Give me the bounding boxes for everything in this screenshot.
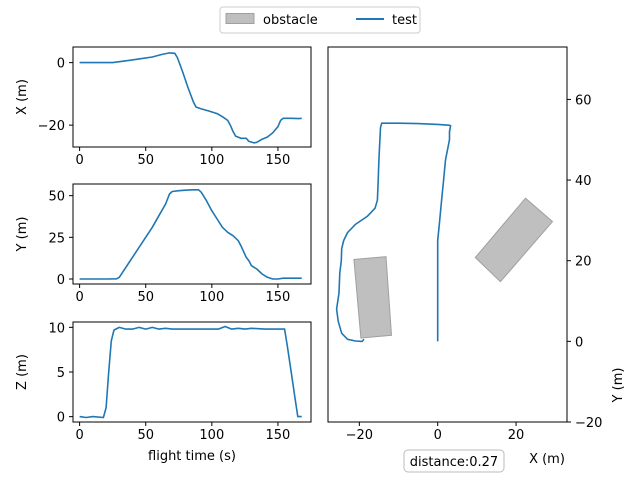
distance-annotation: distance:0.27 — [403, 449, 505, 473]
y-tick-label: 0 — [57, 273, 65, 288]
y-axis-label: X (m) — [15, 79, 30, 115]
legend-obstacle-swatch — [225, 13, 255, 24]
y-tick-label: 0 — [57, 411, 65, 426]
panel-z-vs-time: 0 50 100 150 0 5 10 Z (m) flight time (s) — [15, 321, 312, 464]
legend-obstacle-label: obstacle — [263, 13, 318, 28]
x-tick-label: 20 — [508, 428, 525, 443]
series-line-test — [79, 189, 302, 280]
x-tick-label: 0 — [75, 290, 83, 305]
y-tick-label: 20 — [575, 255, 592, 270]
y-tick-label: 0 — [575, 335, 583, 350]
distance-box — [403, 449, 505, 473]
axes-frame — [327, 46, 568, 423]
x-tick-label: 50 — [137, 153, 154, 168]
obstacle-1 — [353, 256, 393, 339]
series-line-test — [79, 325, 302, 419]
y-tick-label: 10 — [48, 321, 65, 336]
y-tick-label: 5 — [57, 366, 65, 381]
x-tick-label: 0 — [434, 428, 442, 443]
x-tick-label: 0 — [75, 153, 83, 168]
x-tick-label: 100 — [199, 428, 224, 443]
x-axis-label: flight time (s) — [148, 449, 236, 464]
distance-text: distance:0.27 — [410, 455, 498, 470]
x-tick-label: 100 — [199, 153, 224, 168]
legend-test-label: test — [392, 13, 417, 28]
panel-x-vs-time: 0 50 100 150 0 −20 X (m) — [15, 46, 312, 168]
y-axis-label: Y (m) — [15, 217, 30, 253]
y-tick-label: 40 — [575, 174, 592, 189]
y-axis-label: Y (m) — [611, 368, 626, 404]
y-tick-label: 0 — [57, 57, 65, 72]
axes-frame — [72, 46, 312, 148]
axes-frame — [72, 183, 312, 285]
series-line-test — [335, 122, 452, 343]
y-tick-label: 25 — [48, 231, 65, 246]
x-tick-label: −20 — [346, 428, 373, 443]
panel-y-vs-time: 0 50 100 150 0 25 50 Y (m) — [15, 183, 312, 305]
y-tick-label: −20 — [575, 416, 602, 431]
y-tick-label: 60 — [575, 93, 592, 108]
x-tick-label: 150 — [266, 153, 291, 168]
y-tick-label: 50 — [48, 190, 65, 205]
x-axis-label: X (m) — [529, 452, 565, 467]
x-tick-label: 150 — [266, 428, 291, 443]
y-axis-label: Z (m) — [15, 354, 30, 390]
x-tick-label: 50 — [137, 428, 154, 443]
panel-xy-trajectory: −20 0 20 −20 0 20 40 60 Y (m) X (m) — [327, 46, 626, 467]
y-tick-label: −20 — [38, 119, 65, 134]
legend-frame — [219, 6, 421, 34]
legend: obstacle test — [219, 6, 421, 34]
x-tick-label: 50 — [137, 290, 154, 305]
x-tick-label: 150 — [266, 290, 291, 305]
obstacle-2 — [474, 197, 554, 283]
x-tick-label: 0 — [75, 428, 83, 443]
series-line-test — [79, 52, 302, 144]
x-tick-label: 100 — [199, 290, 224, 305]
